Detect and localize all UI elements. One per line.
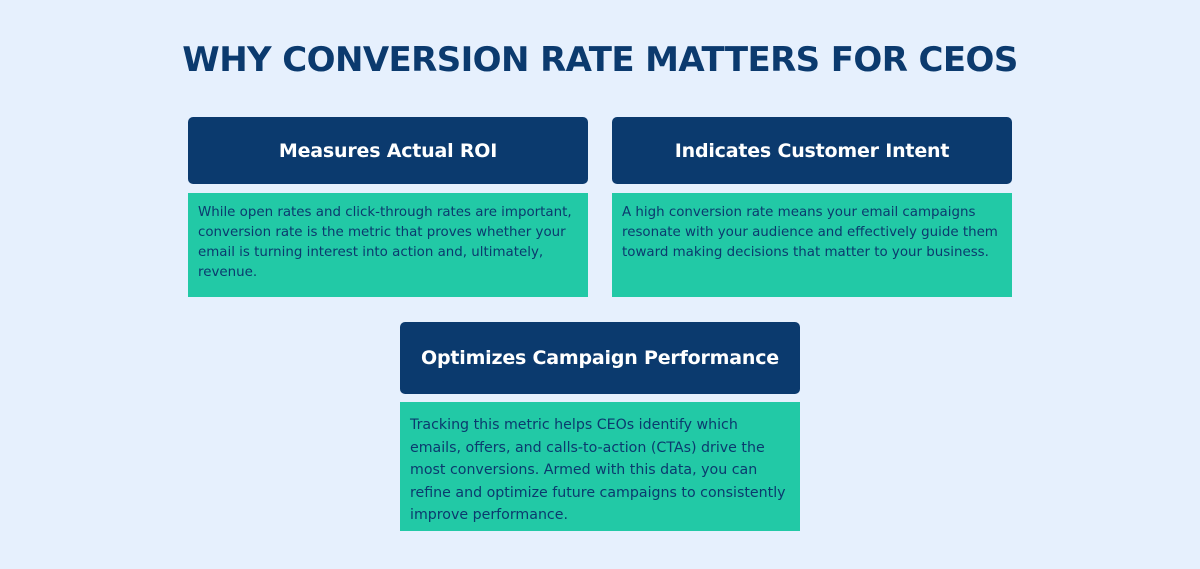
card-indicates-customer-intent: Indicates Customer Intent A high convers… <box>612 117 1012 297</box>
card-body: While open rates and click-through rates… <box>188 193 588 297</box>
card-optimizes-campaign-performance: Optimizes Campaign Performance Tracking … <box>400 322 800 531</box>
card-body: A high conversion rate means your email … <box>612 193 1012 297</box>
card-header: Measures Actual ROI <box>188 117 588 184</box>
card-header: Optimizes Campaign Performance <box>400 322 800 394</box>
page-title: WHY CONVERSION RATE MATTERS FOR CEOs <box>182 40 1018 80</box>
card-measures-actual-roi: Measures Actual ROI While open rates and… <box>188 117 588 297</box>
card-body: Tracking this metric helps CEOs identify… <box>400 402 800 531</box>
card-header: Indicates Customer Intent <box>612 117 1012 184</box>
